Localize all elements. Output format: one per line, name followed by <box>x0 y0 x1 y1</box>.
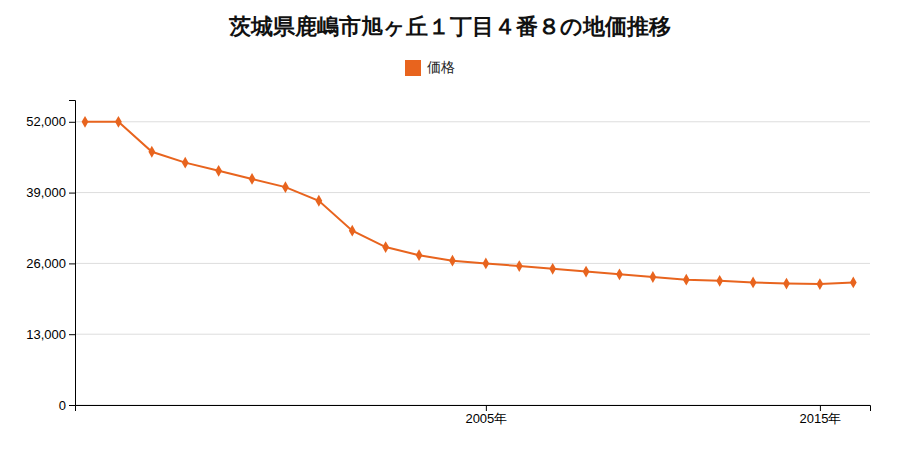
point <box>249 173 256 185</box>
x-tick-mark <box>486 405 487 411</box>
point <box>449 255 456 267</box>
y-tick-label: 26,000 <box>26 256 66 271</box>
y-tick-mark <box>69 263 75 264</box>
point <box>716 275 723 287</box>
legend-label: 価格 <box>427 59 455 75</box>
x-tick: 2005年 <box>465 405 507 426</box>
point <box>616 268 623 280</box>
point <box>783 278 790 290</box>
plot: 2005年 2015年 0 13,000 26,000 39,000 52,000 <box>26 101 870 427</box>
x-tick: 2015年 <box>799 405 841 426</box>
point <box>416 249 423 261</box>
y-tick: 26,000 <box>26 256 75 271</box>
grid-line <box>75 121 870 122</box>
point <box>315 195 322 207</box>
grid-line <box>75 334 870 335</box>
title: 茨城県鹿嶋市旭ヶ丘１丁目４番８の地価推移 <box>228 14 671 39</box>
point <box>649 271 656 283</box>
x-axis-line <box>76 406 871 412</box>
y-tick: 52,000 <box>26 114 75 129</box>
point <box>482 258 489 270</box>
y-tick-mark <box>69 193 75 194</box>
y-tick-mark <box>69 405 75 406</box>
line <box>85 122 853 284</box>
point <box>382 241 389 253</box>
y-tick: 0 <box>59 398 75 413</box>
legend-swatch <box>405 60 421 76</box>
point <box>850 277 857 289</box>
x-tick-label: 2015年 <box>799 411 841 426</box>
point <box>816 278 823 290</box>
point <box>115 116 122 128</box>
chart: 茨城県鹿嶋市旭ヶ丘１丁目４番８の地価推移価格2005年2015年013,0002… <box>0 0 900 450</box>
x-tick-label: 2005年 <box>465 411 507 426</box>
point <box>215 165 222 177</box>
y-axis-line <box>69 101 76 406</box>
point <box>750 277 757 289</box>
legend: 価格 <box>405 59 455 76</box>
grid-line <box>75 192 870 193</box>
y-axis: 0 13,000 26,000 39,000 52,000 <box>26 101 75 413</box>
point <box>82 116 89 128</box>
point <box>516 260 523 272</box>
x-tick-mark <box>820 405 821 411</box>
marks <box>82 116 857 290</box>
point <box>148 146 155 158</box>
point <box>182 157 189 169</box>
point <box>349 225 356 237</box>
point <box>282 181 289 193</box>
point <box>549 263 556 275</box>
y-tick-label: 39,000 <box>26 185 66 200</box>
y-tick-mark <box>69 122 75 123</box>
y-tick-label: 52,000 <box>26 114 66 129</box>
y-tick: 13,000 <box>26 327 75 342</box>
y-tick-mark <box>69 334 75 335</box>
y-tick-label: 13,000 <box>26 327 66 342</box>
x-axis: 2005年 2015年 <box>76 405 871 426</box>
point <box>683 274 690 286</box>
grid <box>75 122 870 405</box>
y-tick-label: 0 <box>59 398 66 413</box>
point <box>583 266 590 278</box>
y-tick: 39,000 <box>26 185 75 200</box>
